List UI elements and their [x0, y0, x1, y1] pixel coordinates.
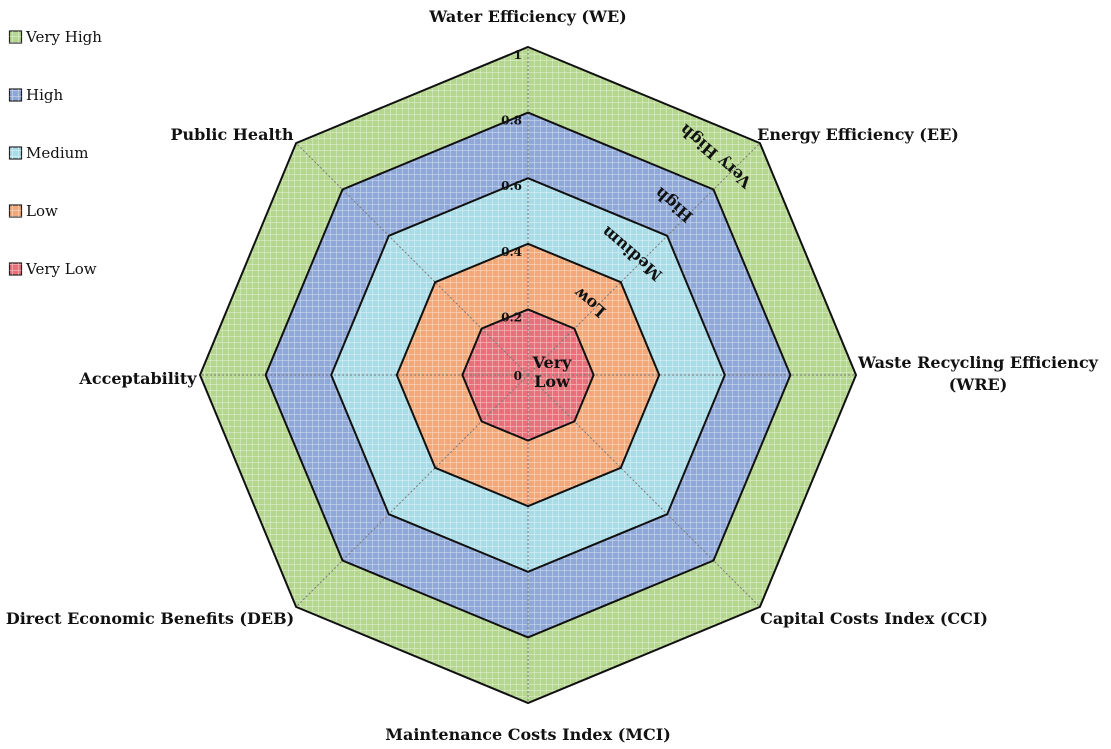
tick-label: 1 — [514, 48, 522, 62]
tick-label: 0.4 — [501, 245, 522, 259]
tick-label: 0.8 — [501, 114, 522, 128]
tick-label: 0 — [514, 369, 522, 383]
axis-label-acceptability: Acceptability — [78, 369, 197, 388]
band-outline-very-low — [461, 308, 595, 442]
spoke-public-health — [295, 142, 529, 376]
legend-swatch-texture — [9, 205, 22, 217]
legend-label-high: High — [26, 86, 63, 104]
legend-swatch-texture — [9, 263, 22, 275]
axis-label-energy-efficiency-ee: Energy Efficiency (EE) — [757, 125, 959, 144]
axis-label-direct-economic-benefits-deb: Direct Economic Benefits (DEB) — [6, 609, 294, 628]
spoke-direct-economic-benefits-deb — [295, 374, 529, 608]
band-outline-low — [395, 242, 661, 508]
axis-label-water-efficiency-we: Water Efficiency (WE) — [428, 7, 626, 26]
axis-label-public-health: Public Health — [170, 125, 293, 144]
legend-swatch-texture — [9, 89, 22, 101]
axis-label-capital-costs-index-cci: Capital Costs Index (CCI) — [760, 609, 988, 628]
legend-swatch-texture — [9, 31, 22, 43]
spoke-energy-efficiency-ee — [527, 142, 761, 376]
legend-label-very-low: Very Low — [25, 260, 97, 278]
axis-labels-layer: Water Efficiency (WE) Energy Efficiency (… — [6, 7, 1099, 744]
legend: Very High High Medium Low Very Low — [8, 28, 102, 278]
legend-label-medium: Medium — [26, 144, 89, 162]
spoke-capital-costs-index-cci — [527, 374, 761, 608]
tick-label: 0.6 — [501, 179, 522, 193]
legend-label-very-high: Very High — [25, 28, 102, 46]
band-outline-medium — [330, 177, 726, 573]
tick-label: 0.2 — [501, 310, 522, 324]
outline-layer — [198, 45, 858, 705]
axis-label-waste-recycling-efficiency-wre: Waste Recycling Efficiency (WRE) — [857, 353, 1099, 394]
axis-label-maintenance-costs-index-mci: Maintenance Costs Index (MCI) — [385, 725, 671, 744]
legend-swatch-texture — [9, 147, 22, 159]
spokes-layer — [200, 47, 856, 703]
legend-label-low: Low — [26, 202, 58, 220]
band-label-very-low: Very Low — [532, 353, 573, 391]
ticks-layer: 0 0.2 0.4 0.6 0.8 1 — [501, 48, 522, 383]
band-outline-high — [264, 111, 792, 639]
band-outline-very-high — [198, 45, 858, 705]
